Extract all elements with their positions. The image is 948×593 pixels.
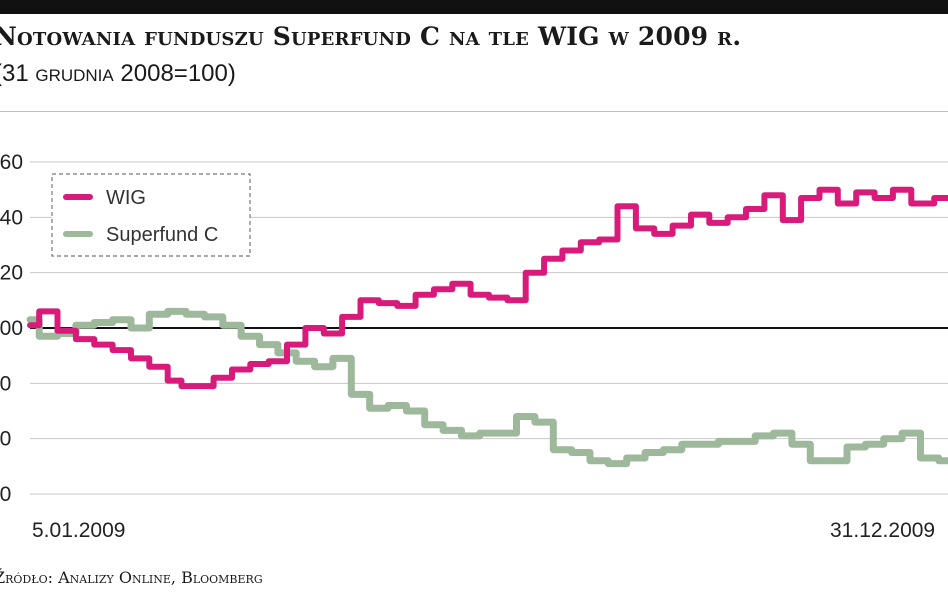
y-tick-label: 100 [0, 317, 23, 340]
chart-legend: WIG Superfund C [51, 173, 251, 257]
y-tick-label: 40 [0, 483, 11, 506]
series-superfund-c-line [26, 307, 948, 468]
x-tick-label: 31.12.2009 [830, 519, 935, 542]
legend-box [51, 173, 251, 257]
y-tick-label: 120 [0, 262, 23, 285]
top-bar [0, 0, 948, 14]
x-tick-labels: 5.01.2009 31.12.2009 [32, 519, 935, 542]
chart-subtitle: (31 grudnia 2008=100) [0, 60, 236, 87]
series-wig-line [27, 186, 948, 390]
legend-label: WIG [106, 187, 146, 209]
top-rule [0, 111, 948, 112]
source-note: Źródło: Analizy Online, Bloomberg [0, 568, 263, 587]
chart: 40 60 80 100 120 140 160 5.01.2009 31.12.2009 W… [0, 151, 948, 542]
y-tick-label: 140 [0, 206, 23, 229]
chart-series [26, 186, 948, 468]
y-tick-label: 60 [0, 428, 11, 451]
legend-label: Superfund C [106, 224, 218, 246]
chart-title: Notowania funduszu Superfund C na tle WI… [0, 22, 742, 51]
y-tick-labels: 40 60 80 100 120 140 160 [0, 151, 23, 506]
y-tick-label: 80 [0, 372, 11, 395]
y-tick-label: 160 [0, 151, 23, 174]
x-tick-label: 5.01.2009 [32, 519, 125, 542]
